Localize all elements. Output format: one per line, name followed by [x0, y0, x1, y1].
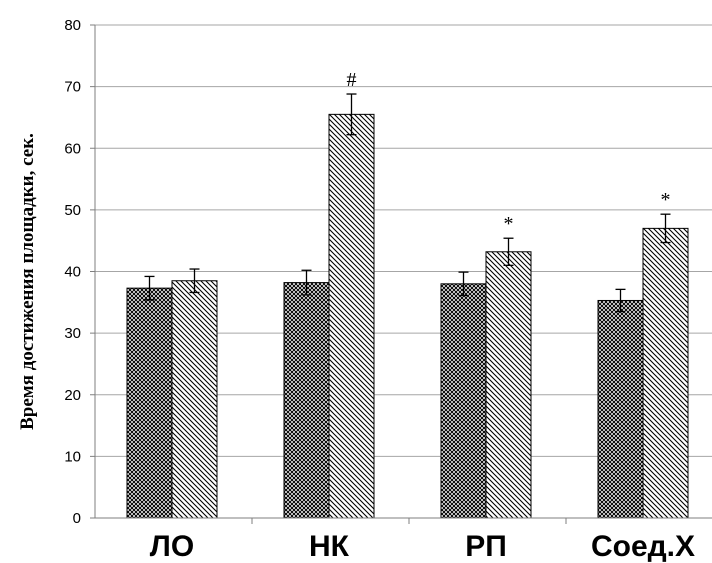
y-tick-label: 80 [64, 17, 81, 34]
y-tick-label: 60 [64, 140, 81, 157]
bar [283, 282, 330, 519]
x-tick-labels: ЛО НК РП Соед.Х [150, 530, 695, 563]
y-tick-label: 70 [64, 79, 81, 96]
axes [90, 24, 712, 524]
significance-mark: * [661, 189, 671, 211]
y-axis-label: Время достижения площадки, сек. [17, 133, 38, 430]
y-tick-label: 10 [64, 448, 81, 465]
y-tick-labels: 0 10 20 30 40 50 60 70 80 [64, 17, 81, 527]
bar [171, 280, 218, 519]
y-tick-label: 50 [64, 202, 81, 219]
x-tick-label: НК [309, 530, 350, 563]
bar [597, 299, 644, 519]
significance-mark: * [504, 213, 514, 235]
bar [485, 251, 532, 519]
y-tick-label: 0 [73, 510, 81, 527]
x-tick-label: Соед.Х [591, 530, 695, 563]
bar [440, 283, 487, 519]
bars: # * * [126, 69, 689, 519]
y-tick-label: 40 [64, 264, 81, 281]
significance-mark: # [347, 69, 357, 91]
x-tick-label: ЛО [150, 530, 194, 563]
y-tick-label: 30 [64, 325, 81, 342]
bar [642, 227, 689, 519]
bar [328, 113, 375, 519]
y-tick-label: 20 [64, 387, 81, 404]
bar [126, 287, 173, 519]
x-tick-label: РП [465, 530, 507, 563]
